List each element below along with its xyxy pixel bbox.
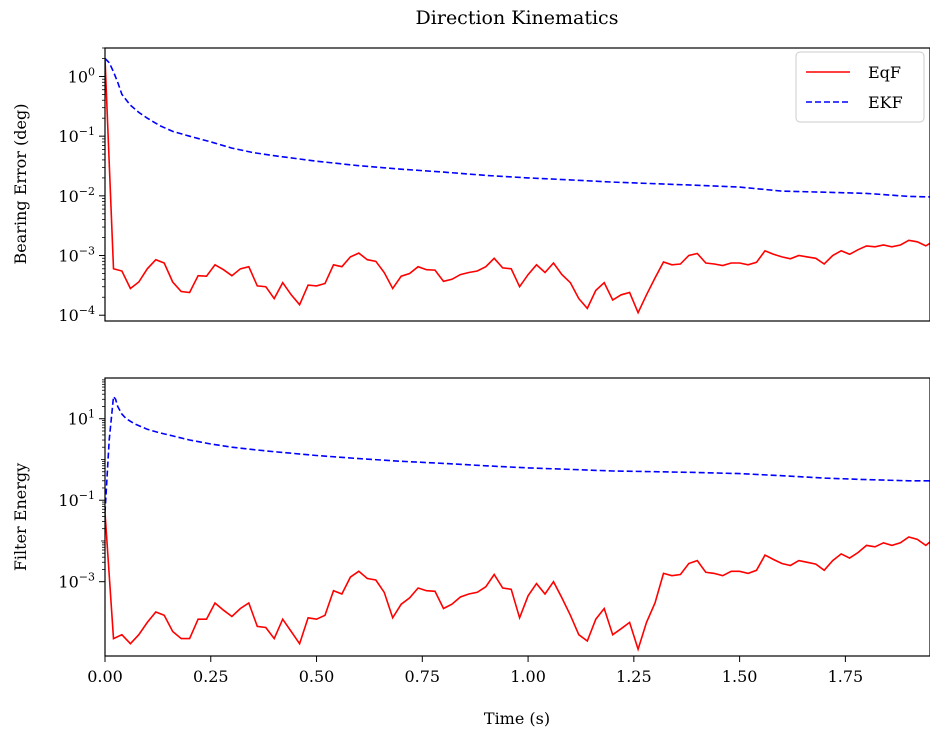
bottom-axes-frame: [104, 377, 930, 657]
top-plot-lines: [105, 57, 930, 315]
top-ekf-series-line: [105, 57, 930, 198]
top-axes-frame: [104, 47, 930, 322]
top-legend: EqF EKF: [795, 51, 925, 123]
bottom-eqf-series-line: [105, 512, 930, 652]
y-tick-label: 10−1: [58, 125, 95, 146]
bottom-y-ticks: 10−3 10−1 101: [58, 379, 105, 592]
bottom-panel: 10−3 10−1 101 0.00 0.25 0.50 0.75 1.00 1.25 1.50…: [11, 377, 930, 728]
x-tick-label: 0.75: [404, 667, 440, 686]
y-tick-label: 10−3: [58, 571, 95, 592]
legend-ekf-label: EKF: [868, 93, 903, 112]
x-tick-label: 0.50: [299, 667, 335, 686]
bottom-y-axis-label: Filter Energy: [11, 463, 30, 571]
legend-box: [795, 51, 925, 123]
x-axis-label: Time (s): [484, 709, 550, 728]
y-tick-label: 101: [68, 408, 95, 429]
y-tick-label: 10−2: [58, 185, 95, 206]
bottom-plot-lines: [105, 394, 930, 652]
bottom-x-ticks: 0.00 0.25 0.50 0.75 1.00 1.25 1.50 1.75: [87, 656, 863, 686]
top-y-ticks: 10−4 10−3 10−2 10−1 100: [58, 47, 105, 325]
x-tick-label: 0.25: [193, 667, 229, 686]
top-eqf-series-line: [105, 58, 930, 315]
x-tick-label: 1.50: [722, 667, 758, 686]
x-tick-label: 0.00: [87, 667, 123, 686]
y-tick-label: 10−4: [58, 304, 95, 325]
y-tick-label: 10−1: [58, 489, 95, 510]
y-tick-label: 100: [68, 65, 95, 86]
bottom-ekf-series-line: [105, 394, 930, 513]
x-tick-label: 1.00: [510, 667, 546, 686]
chart-title: Direction Kinematics: [416, 7, 619, 29]
legend-eqf-label: EqF: [868, 63, 901, 82]
y-tick-label: 10−3: [58, 245, 95, 266]
top-y-axis-label: Bearing Error (deg): [11, 104, 30, 265]
x-tick-label: 1.75: [828, 667, 864, 686]
x-tick-label: 1.25: [616, 667, 652, 686]
